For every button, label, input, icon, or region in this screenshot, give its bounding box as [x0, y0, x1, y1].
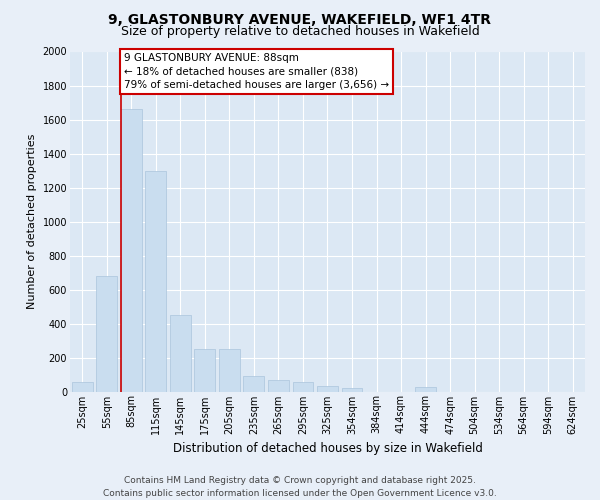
Bar [268, 380, 289, 392]
Text: Contains HM Land Registry data © Crown copyright and database right 2025.
Contai: Contains HM Land Registry data © Crown c… [103, 476, 497, 498]
Bar [72, 382, 92, 392]
Bar [317, 386, 338, 392]
Text: Size of property relative to detached houses in Wakefield: Size of property relative to detached ho… [121, 25, 479, 38]
Y-axis label: Number of detached properties: Number of detached properties [27, 134, 37, 309]
Bar [121, 110, 142, 392]
Bar [415, 388, 436, 392]
Bar [293, 382, 313, 392]
Bar [145, 170, 166, 392]
Bar [244, 376, 265, 392]
Bar [97, 276, 117, 392]
Bar [194, 349, 215, 392]
Bar [219, 349, 240, 392]
X-axis label: Distribution of detached houses by size in Wakefield: Distribution of detached houses by size … [173, 442, 482, 455]
Bar [341, 388, 362, 392]
Text: 9 GLASTONBURY AVENUE: 88sqm
← 18% of detached houses are smaller (838)
79% of se: 9 GLASTONBURY AVENUE: 88sqm ← 18% of det… [124, 53, 389, 90]
Text: 9, GLASTONBURY AVENUE, WAKEFIELD, WF1 4TR: 9, GLASTONBURY AVENUE, WAKEFIELD, WF1 4T… [109, 12, 491, 26]
Bar [170, 315, 191, 392]
